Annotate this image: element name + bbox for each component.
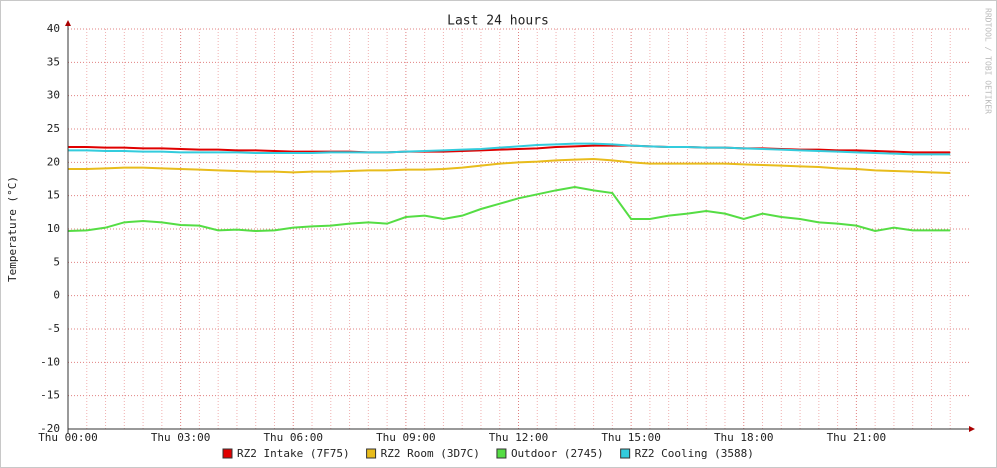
y-tick-label: 10 — [47, 222, 60, 235]
legend-label: RZ2 Intake (7F75) — [237, 447, 350, 460]
x-tick-label: Thu 15:00 — [601, 431, 661, 444]
x-tick-label: Thu 12:00 — [489, 431, 549, 444]
x-tick-label: Thu 18:00 — [714, 431, 774, 444]
legend-label: RZ2 Room (3D7C) — [381, 447, 480, 460]
legend-label: RZ2 Cooling (3588) — [635, 447, 754, 460]
x-tick-label: Thu 03:00 — [151, 431, 211, 444]
y-tick-label: -10 — [40, 355, 60, 368]
y-tick-label: 20 — [47, 155, 60, 168]
y-tick-label: 35 — [47, 55, 60, 68]
x-tick-label: Thu 09:00 — [376, 431, 436, 444]
series-line — [68, 142, 951, 156]
series-line — [67, 185, 951, 233]
series-line — [68, 157, 951, 174]
y-tick-label: 0 — [53, 289, 60, 302]
legend-swatch — [496, 448, 507, 459]
x-tick-label: Thu 00:00 — [38, 431, 98, 444]
legend-label: Outdoor (2745) — [511, 447, 604, 460]
legend-swatch — [222, 448, 233, 459]
y-tick-label: -15 — [40, 389, 60, 402]
x-tick-label: Thu 06:00 — [263, 431, 323, 444]
chart-title: Last 24 hours — [447, 14, 549, 29]
grid: -20 -15 -10 -5 0 5 10 15 20 25 30 35 40 Thu 00:00 Thu … — [38, 22, 969, 444]
y-tick-label: 25 — [47, 122, 60, 135]
y-tick-label: 30 — [47, 89, 60, 102]
y-tick-label: 5 — [53, 255, 60, 268]
y-arrow — [65, 20, 71, 26]
legend: RZ2 Intake (7F75) RZ2 Room (3D7C) Outdoor … — [222, 447, 754, 460]
x-tick-label: Thu 21:00 — [827, 431, 887, 444]
plot — [67, 142, 951, 233]
y-tick-label: 15 — [47, 189, 60, 202]
watermark: RRDTOOL / TOBI OETIKER — [984, 8, 993, 114]
y-tick-label: 40 — [47, 22, 60, 35]
legend-swatch — [366, 448, 377, 459]
x-arrow — [969, 426, 975, 432]
y-tick-label: -20 — [40, 422, 60, 435]
y-tick-label: -5 — [47, 322, 60, 335]
legend-swatch — [620, 448, 631, 459]
y-axis-label: Temperature (°C) — [6, 176, 19, 282]
